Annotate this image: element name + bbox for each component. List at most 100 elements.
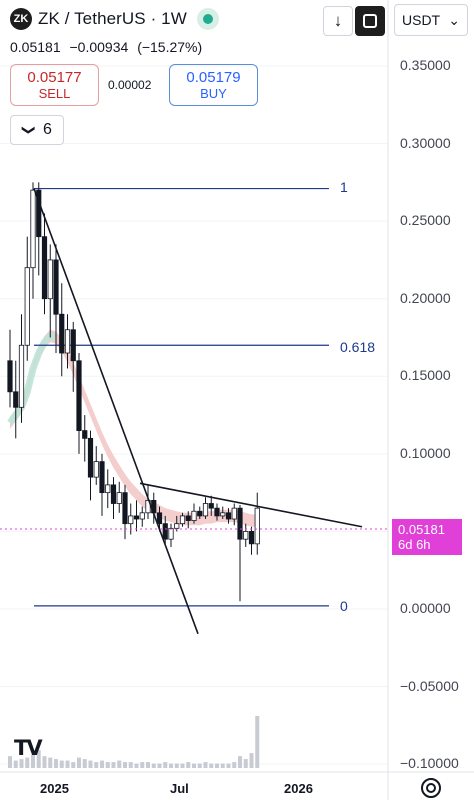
- candle: [110, 477, 117, 520]
- fullscreen-button[interactable]: [355, 6, 385, 36]
- price-axis-tick: −0.10000: [400, 755, 459, 772]
- downtrend-line: [33, 188, 199, 635]
- volume-bar: [146, 762, 150, 768]
- price-summary: 0.05181 −0.00934 (−15.27%): [10, 39, 207, 55]
- sell-button[interactable]: 0.05177 SELL: [10, 64, 99, 106]
- candle-body: [214, 507, 220, 517]
- price-axis-tick: 0.10000: [400, 444, 451, 461]
- volume-bar: [243, 759, 248, 768]
- volume-bar: [94, 762, 99, 768]
- symbol-row: ZK ZK / TetherUS · 1W: [10, 8, 219, 30]
- volume-bar: [215, 763, 219, 768]
- price-axis-tick: 0.15000: [400, 367, 451, 384]
- last-price-tag: 0.05181 6d 6h: [392, 519, 462, 555]
- volume-bar: [128, 762, 133, 768]
- fib-level-1-label: 1: [340, 179, 348, 195]
- volume-bar: [226, 763, 231, 768]
- candle-body: [93, 461, 99, 478]
- candle: [208, 495, 214, 516]
- price-axis-tick: 0.00000: [400, 600, 451, 616]
- candle: [24, 236, 30, 361]
- candle-body: [254, 507, 260, 545]
- price-axis-tick: 0.25000: [400, 212, 451, 229]
- fibonacci-levels[interactable]: [34, 187, 329, 607]
- candle: [225, 508, 232, 524]
- fib-level-618-label: 0.618: [340, 339, 376, 355]
- candle: [128, 503, 134, 535]
- price-change: −0.00934: [69, 39, 129, 55]
- candle: [214, 503, 220, 521]
- candle-body: [53, 259, 59, 315]
- settings-icon[interactable]: [421, 778, 441, 798]
- indicator-count: 6: [43, 121, 52, 138]
- tradingview-logo[interactable]: TV: [14, 736, 43, 760]
- download-button[interactable]: ↓: [323, 6, 353, 36]
- candle: [162, 515, 168, 544]
- volume-bar: [209, 763, 214, 768]
- candle-body: [243, 531, 249, 540]
- volume-bar: [186, 762, 191, 768]
- last-price-tag-countdown: 6d 6h: [398, 537, 431, 552]
- volume-bar: [255, 716, 260, 768]
- candle-body: [174, 523, 180, 529]
- candle: [82, 415, 88, 462]
- candle-body: [248, 531, 255, 545]
- buy-button[interactable]: 0.05179 BUY: [169, 64, 258, 106]
- candle-body: [139, 512, 145, 520]
- candle: [202, 497, 209, 520]
- candle: [133, 500, 140, 532]
- candle: [87, 430, 94, 501]
- coin-logo: ZK: [10, 8, 32, 30]
- grid-lines: [0, 65, 388, 765]
- candle: [7, 329, 13, 408]
- candle-body: [179, 515, 186, 525]
- candle-body: [24, 267, 30, 346]
- last-price: 0.05181: [10, 39, 61, 55]
- currency-value: USDT: [402, 12, 441, 28]
- volume-bar: [13, 760, 18, 768]
- resistance-trendline: [139, 482, 363, 528]
- candle-body: [87, 437, 94, 478]
- candle-body: [105, 484, 111, 494]
- time-axis-label-2026: 2026: [284, 781, 313, 796]
- candle-body: [82, 430, 88, 439]
- candle: [248, 526, 255, 555]
- candle-body: [220, 512, 226, 517]
- indicators-toggle-button[interactable]: ❮ 6: [10, 115, 64, 145]
- candle-body: [225, 512, 232, 520]
- candle: [243, 523, 249, 547]
- moving-average-ribbon: [10, 329, 258, 527]
- volume-bar: [105, 762, 110, 768]
- candle-body: [162, 523, 168, 540]
- volume-bar: [192, 763, 196, 768]
- candle-body: [208, 503, 214, 509]
- candle-body: [156, 512, 163, 525]
- sell-label: SELL: [38, 86, 71, 101]
- volume-bar: [220, 763, 225, 768]
- candle: [99, 453, 105, 516]
- candle-body: [237, 507, 243, 540]
- currency-select[interactable]: USDT ⌄: [394, 4, 468, 36]
- candle: [197, 506, 203, 520]
- volume-bar: [82, 759, 87, 768]
- candle: [93, 446, 99, 485]
- symbol-title[interactable]: ZK / TetherUS · 1W: [38, 9, 187, 28]
- candle: [47, 244, 53, 338]
- chevron-icon: ❮: [19, 124, 35, 136]
- time-axis-label-jul: Jul: [170, 781, 189, 796]
- candle: [237, 505, 243, 602]
- volume-bar: [151, 763, 156, 768]
- candle-body: [30, 189, 36, 269]
- candle-body: [110, 484, 117, 504]
- candle-body: [116, 492, 122, 504]
- price-axis-tick: −0.05000: [400, 677, 459, 694]
- candle-body: [191, 510, 197, 521]
- volume-bar: [88, 760, 93, 768]
- trendlines[interactable]: [33, 188, 363, 635]
- candle: [168, 523, 174, 547]
- candle: [145, 484, 151, 520]
- candle: [231, 503, 237, 526]
- buy-label: BUY: [200, 86, 227, 101]
- volume-bar: [117, 760, 122, 768]
